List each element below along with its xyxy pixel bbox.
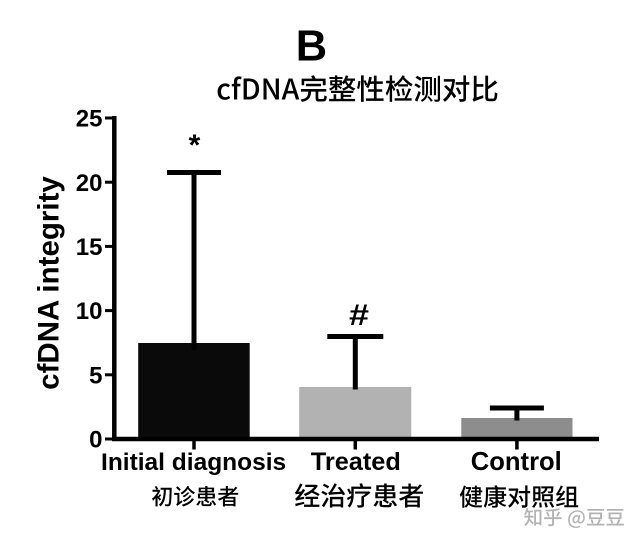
svg-text:20: 20 <box>76 170 103 197</box>
svg-text:0: 0 <box>89 427 102 454</box>
svg-text:5: 5 <box>89 362 102 389</box>
svg-text:*: * <box>189 129 201 162</box>
svg-text:Treated: Treated <box>311 448 401 476</box>
svg-text:cfDNA integrity: cfDNA integrity <box>32 176 65 390</box>
svg-text:10: 10 <box>76 298 103 325</box>
svg-text:Initial diagnosis: Initial diagnosis <box>101 449 286 476</box>
svg-text:25: 25 <box>76 106 103 133</box>
svg-text:B: B <box>296 22 327 70</box>
svg-text:#: # <box>349 299 369 332</box>
svg-text:15: 15 <box>76 234 103 261</box>
svg-text:Control: Control <box>471 448 562 476</box>
